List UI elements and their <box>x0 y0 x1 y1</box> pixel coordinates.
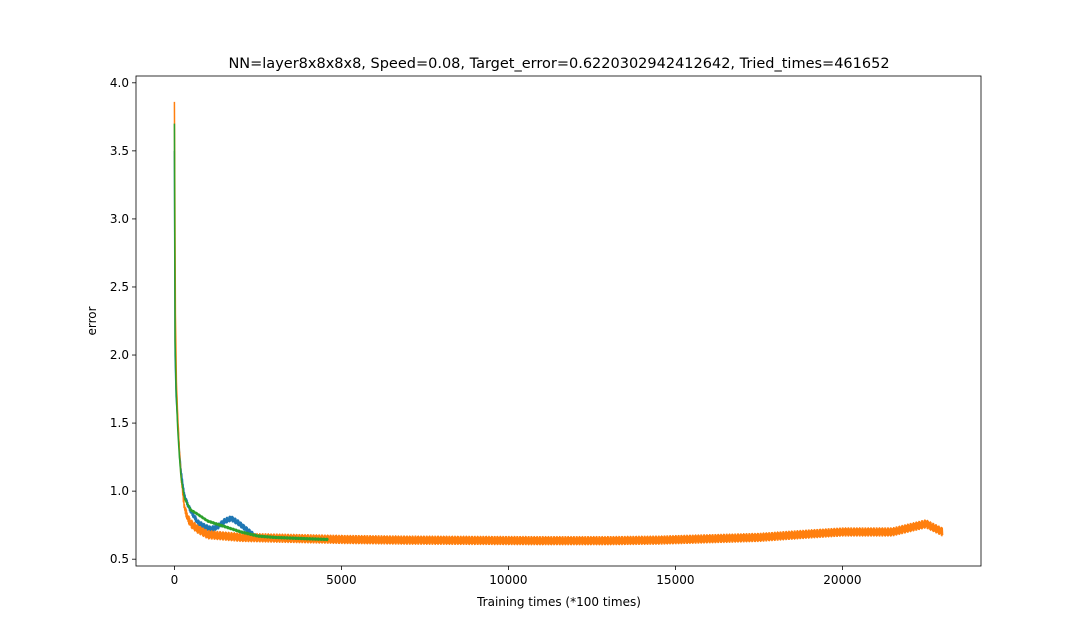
y-tick-label: 1.0 <box>110 484 129 498</box>
x-axis-ticks: 0 5000 10000 15000 20000 <box>171 566 861 587</box>
x-tick-label: 5000 <box>326 573 357 587</box>
y-tick-label: 1.5 <box>110 416 129 430</box>
y-tick-label: 2.5 <box>110 280 129 294</box>
series-line-2 <box>173 101 944 546</box>
series-line-3 <box>173 123 329 542</box>
x-tick-label: 20000 <box>823 573 861 587</box>
y-tick-label: 2.0 <box>110 348 129 362</box>
chart-title: NN=layer8x8x8x8, Speed=0.08, Target_erro… <box>228 56 889 72</box>
y-axis-label: error <box>85 306 99 335</box>
y-axis-ticks: 0.5 1.0 1.5 2.0 2.5 3.0 3.5 4.0 <box>110 76 136 566</box>
y-tick-label: 4.0 <box>110 76 129 90</box>
plot-area: 0 5000 10000 15000 20000 0.5 1.0 1.5 2.0 2.5 3.0 3… <box>110 75 982 587</box>
x-tick-label: 0 <box>171 573 179 587</box>
y-tick-label: 3.5 <box>110 144 129 158</box>
series-layer <box>173 101 944 546</box>
y-tick-label: 3.0 <box>110 212 129 226</box>
x-axis-label: Training times (*100 times) <box>476 595 641 609</box>
x-tick-label: 10000 <box>489 573 527 587</box>
axes-frame <box>135 75 982 567</box>
x-tick-label: 15000 <box>656 573 694 587</box>
y-tick-label: 0.5 <box>110 552 129 566</box>
